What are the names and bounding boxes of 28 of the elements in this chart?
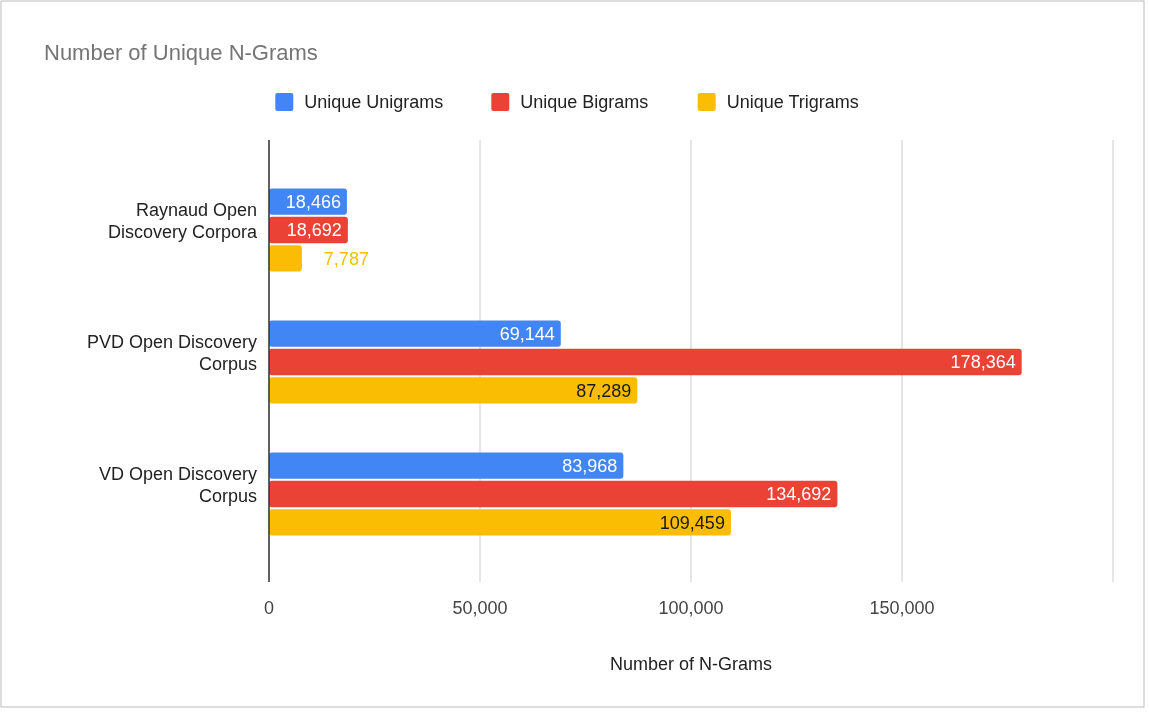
data-label: 18,692 bbox=[286, 220, 342, 241]
bar bbox=[269, 480, 838, 508]
x-tick-label: 50,000 bbox=[452, 598, 508, 618]
x-axis-title: Number of N-Grams bbox=[609, 654, 773, 674]
data-label: 83,968 bbox=[562, 455, 618, 476]
x-tick-label: 0 bbox=[263, 598, 275, 618]
bar bbox=[269, 452, 624, 479]
legend-label: Unique Unigrams bbox=[304, 92, 444, 113]
data-label: 178,364 bbox=[950, 352, 1016, 373]
data-label: 7,787 bbox=[323, 248, 369, 269]
x-tick-label: 100,000 bbox=[658, 598, 724, 618]
y-tick-label: Raynaud Open Discovery Corpora bbox=[107, 199, 258, 242]
legend-label: Unique Trigrams bbox=[726, 92, 859, 113]
data-label: 69,144 bbox=[499, 323, 555, 344]
x-tick-label: 150,000 bbox=[869, 598, 935, 618]
bar bbox=[269, 509, 731, 536]
data-label: 134,692 bbox=[766, 484, 832, 505]
data-label: 18,466 bbox=[285, 191, 341, 212]
bar bbox=[269, 348, 1022, 376]
data-label: 87,289 bbox=[576, 380, 632, 401]
bar bbox=[269, 245, 302, 272]
y-tick-label: VD Open Discovery Corpus bbox=[98, 464, 257, 507]
chart-title: Number of Unique N-Grams bbox=[44, 40, 318, 65]
y-tick-label: PVD Open Discovery Corpus bbox=[86, 332, 257, 374]
legend-label: Unique Bigrams bbox=[520, 92, 649, 113]
bar bbox=[269, 320, 561, 347]
data-label: 109,459 bbox=[659, 512, 725, 533]
bar bbox=[269, 377, 638, 404]
